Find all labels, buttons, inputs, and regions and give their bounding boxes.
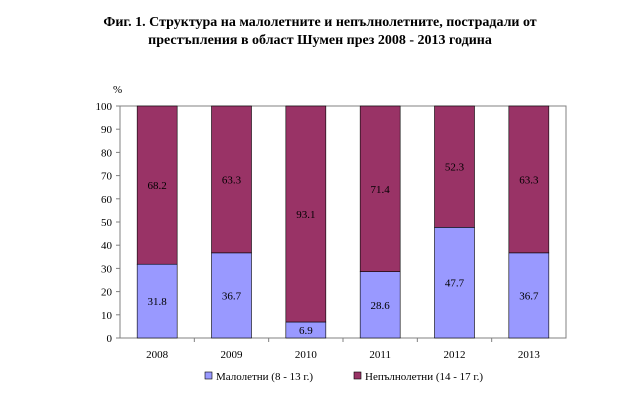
bar-segment-2009-1	[211, 252, 252, 339]
y-tick-label: 50	[101, 217, 113, 229]
x-tick-label-2008: 2008	[146, 349, 169, 361]
legend-label-1: Малолетни (8 - 13 г.)	[216, 371, 313, 383]
data-label-2008-2: 68.2	[148, 180, 167, 192]
data-label-2008-1: 31.8	[148, 296, 168, 308]
y-tick-label: 20	[101, 287, 113, 299]
bar-segment-2008-2	[136, 105, 178, 265]
bar-segment-2013-2	[508, 105, 550, 254]
bar-segment-2011-2	[359, 105, 401, 272]
bar-segment-2012-1	[434, 227, 475, 339]
y-tick-label: 40	[101, 240, 113, 252]
data-label-2010-2: 93.1	[296, 209, 315, 221]
y-tick-label: 80	[101, 147, 113, 159]
y-tick-label: 30	[101, 263, 113, 275]
data-label-2011-1: 28.6	[371, 300, 391, 312]
bar-segment-2009-2	[211, 105, 252, 254]
data-label-2009-1: 36.7	[222, 290, 242, 302]
data-label-2011-2: 71.4	[371, 184, 391, 196]
y-axis-unit: %	[113, 84, 122, 96]
x-tick-label-2012: 2012	[444, 349, 466, 361]
y-tick-label: 90	[101, 124, 113, 136]
x-tick-label-2013: 2013	[518, 349, 541, 361]
y-tick-label: 10	[101, 310, 113, 322]
data-label-2009-2: 63.3	[222, 174, 242, 186]
legend: Малолетни (8 - 13 г.) Непълнолетни (14 - …	[204, 371, 483, 383]
bar-segment-2010-2	[285, 105, 327, 323]
plot-area: 0 10 20 30 40 50 60 70 80 90 100 31.8 68.2 2008 36.7 63…	[96, 101, 567, 361]
data-label-2013-1: 36.7	[519, 290, 539, 302]
y-tick-label: 60	[101, 194, 113, 206]
data-label-2012-1: 47.7	[445, 278, 465, 290]
x-tick-label-2009: 2009	[221, 349, 244, 361]
legend-swatch-2	[353, 371, 362, 380]
bar-segment-2013-1	[508, 252, 550, 339]
data-label-2010-1: 6.9	[299, 325, 313, 337]
data-label-2013-2: 63.3	[519, 174, 539, 186]
legend-swatch-1	[204, 371, 213, 380]
y-tick-label: 0	[107, 333, 113, 345]
bar-segment-2008-1	[136, 263, 178, 339]
data-label-2012-2: 52.3	[445, 162, 465, 174]
chart-title-line-2: престъпления в област Шумен през 2008 - …	[148, 33, 492, 48]
x-tick-label-2010: 2010	[295, 349, 318, 361]
plot-frame	[119, 105, 567, 339]
chart-title-line-1: Фиг. 1. Структура на малолетните и непъл…	[103, 15, 537, 30]
y-tick-label: 100	[96, 101, 113, 113]
bar-segment-2012-2	[434, 105, 475, 228]
chart-title: Фиг. 1. Структура на малолетните и непъл…	[0, 14, 640, 50]
x-tick-label-2011: 2011	[369, 349, 391, 361]
y-tick-label: 70	[101, 171, 113, 183]
legend-label-2: Непълнолетни (14 - 17 г.)	[365, 371, 483, 383]
